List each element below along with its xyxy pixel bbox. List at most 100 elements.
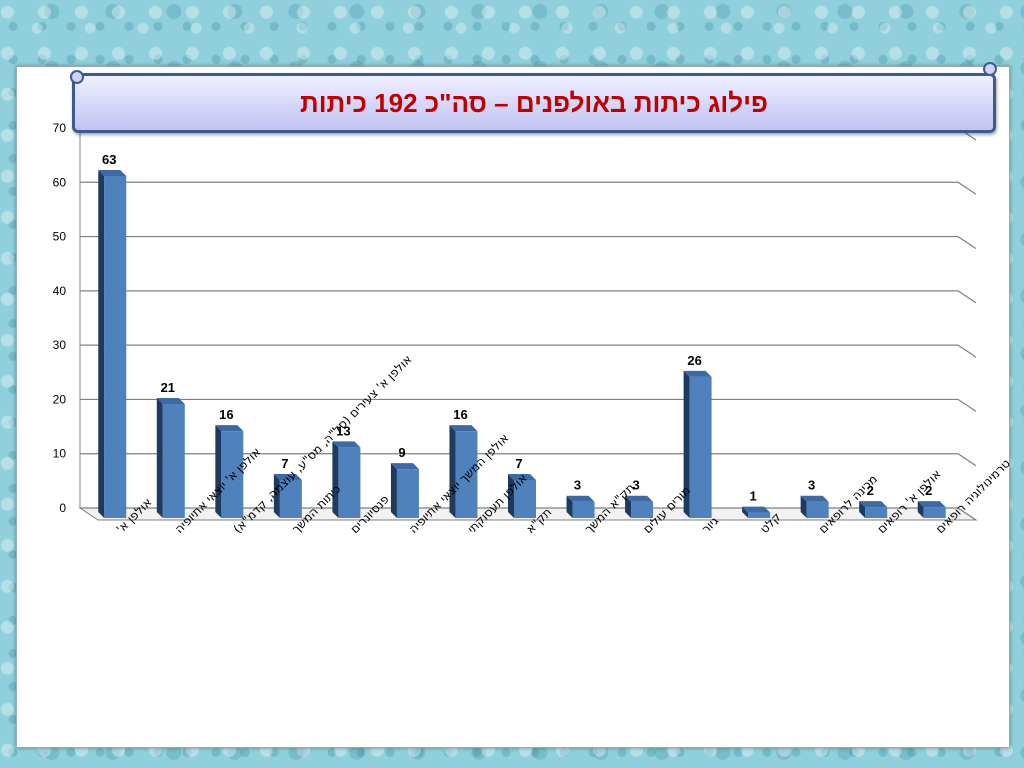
bar-front (455, 431, 478, 518)
gridline (80, 507, 977, 521)
data-label: 3 (808, 478, 815, 493)
x-category-label: טרמינולוגיה רופאים (933, 456, 1013, 536)
bar-front (162, 404, 185, 518)
data-label: 63 (102, 152, 116, 167)
bar-top (859, 501, 888, 508)
bar-side (742, 506, 749, 518)
data-label: 16 (453, 407, 467, 422)
bar-side (625, 495, 632, 518)
bar (98, 170, 127, 518)
bar-top (215, 425, 244, 432)
y-tick-label: 60 (53, 175, 67, 189)
gridline (80, 398, 977, 412)
bar-front (748, 512, 771, 518)
bar-front (514, 480, 536, 518)
bar-side (156, 398, 163, 518)
data-label: 7 (281, 456, 288, 471)
data-label: 3 (574, 478, 581, 493)
gridline (80, 453, 977, 467)
bar-front (631, 501, 654, 518)
bar-front (338, 447, 361, 518)
bar-front (865, 507, 888, 518)
gridline (80, 181, 977, 195)
scroll-curl-right (983, 62, 997, 76)
y-tick-label: 40 (53, 284, 67, 298)
bar-front (396, 469, 419, 518)
scroll-curl-left (70, 70, 84, 84)
bar-top (742, 506, 771, 513)
bar-top (625, 495, 654, 502)
data-label: 13 (336, 423, 350, 438)
bar (683, 370, 712, 518)
data-label: 7 (515, 456, 522, 471)
bar (390, 463, 419, 518)
bar (156, 398, 185, 518)
bar-top (917, 501, 946, 508)
bar-top (156, 398, 185, 404)
title-banner: פילוג כיתות באולפנים – סה"כ 192 כיתות (72, 73, 996, 133)
bar (332, 441, 361, 518)
bar (742, 506, 771, 518)
bar-side (98, 170, 105, 518)
bar (215, 425, 244, 518)
gridlines (78, 127, 978, 521)
bar (917, 501, 946, 518)
bar (566, 495, 595, 518)
bar-front (572, 501, 595, 518)
chart-title: פילוג כיתות באולפנים – סה"כ 192 כיתות (300, 88, 768, 118)
data-label: 26 (687, 353, 701, 368)
bar-side (859, 501, 866, 518)
bar-front (923, 507, 946, 518)
bar-front (279, 480, 302, 518)
gridline (80, 235, 977, 250)
y-tick-label: 30 (53, 338, 67, 352)
bar-top (332, 441, 361, 448)
bar-front (689, 376, 712, 518)
data-label: 21 (161, 380, 175, 395)
data-label: 1 (750, 489, 757, 504)
y-tick-label: 50 (53, 230, 67, 244)
data-label: 9 (398, 445, 405, 460)
bar-front (806, 501, 829, 518)
bar (625, 495, 654, 518)
data-label: 3 (632, 478, 639, 493)
bars (98, 170, 946, 518)
bar-front (221, 431, 244, 518)
bar-side (449, 425, 456, 518)
bar-top (800, 495, 829, 502)
data-label: 16 (219, 407, 233, 422)
bar-top (508, 474, 536, 480)
bar (449, 425, 478, 518)
bar-side (566, 495, 573, 518)
bar-top (273, 474, 302, 480)
bar (800, 495, 829, 518)
y-axis: 0 10 20 30 40 50 60 70 (53, 121, 67, 515)
bar-side (215, 425, 222, 518)
bar-side (683, 370, 690, 518)
bar-side (390, 463, 397, 518)
gridline (80, 344, 977, 358)
bar (508, 474, 536, 518)
bar-top (98, 170, 127, 176)
bar-side (917, 501, 924, 518)
y-tick-label: 10 (53, 447, 67, 461)
y-tick-label: 20 (53, 392, 67, 406)
bar-side (800, 495, 807, 518)
data-label: 2 (925, 483, 932, 498)
bar (273, 474, 302, 518)
bar-front (104, 176, 127, 518)
data-label: 2 (867, 483, 874, 498)
bar (859, 501, 888, 518)
bar-side (332, 441, 339, 518)
bar-top (449, 425, 478, 432)
bar-top (683, 370, 712, 377)
bar-side (273, 474, 280, 518)
bar-top (566, 495, 595, 502)
bar-side (508, 474, 514, 518)
gridline (80, 290, 977, 304)
y-tick-label: 70 (53, 121, 67, 135)
y-tick-label: 0 (59, 501, 66, 515)
bar-top (390, 463, 419, 470)
